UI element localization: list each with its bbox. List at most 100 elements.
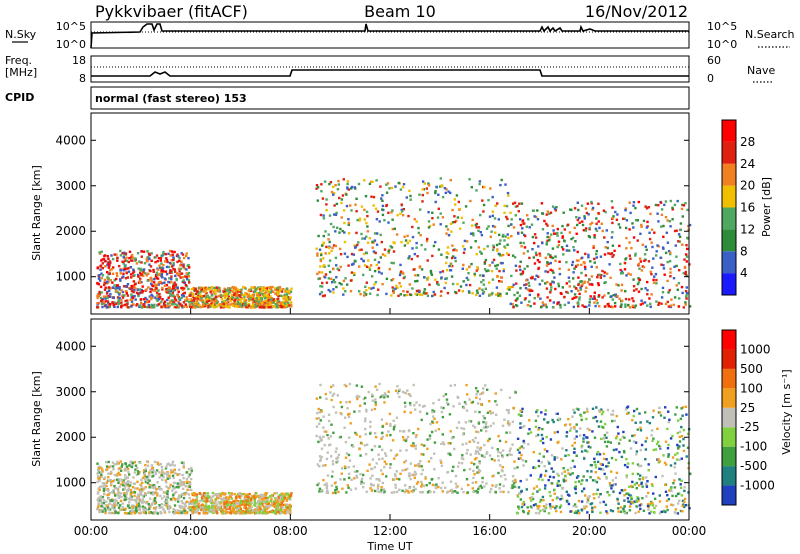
scatter-cell xyxy=(549,291,552,294)
scatter-cell xyxy=(152,507,156,510)
scatter-cell xyxy=(483,262,486,265)
scatter-cell xyxy=(172,283,175,286)
scatter-cell xyxy=(431,211,434,214)
scatter-cell xyxy=(607,305,610,308)
scatter-cell xyxy=(101,496,104,499)
scatter-cell xyxy=(684,301,687,304)
scatter-cell xyxy=(603,236,606,239)
scatter-cell xyxy=(401,469,404,472)
scatter-cell xyxy=(509,211,512,214)
scatter-cell xyxy=(612,253,615,257)
scatter-cell xyxy=(103,492,106,495)
scatter-cell xyxy=(106,504,109,507)
scatter-cell xyxy=(268,304,272,307)
scatter-cell xyxy=(340,405,344,409)
scatter-cell xyxy=(323,276,327,279)
scatter-cell xyxy=(486,411,490,414)
scatter-cell xyxy=(634,252,637,255)
scatter-cell xyxy=(286,493,289,496)
scatter-cell xyxy=(139,281,142,284)
scatter-cell xyxy=(141,269,144,272)
scatter-cell xyxy=(336,188,340,191)
scatter-cell xyxy=(133,274,136,277)
scatter-cell xyxy=(644,245,647,248)
scatter-cell xyxy=(395,477,399,480)
scatter-cell xyxy=(454,482,458,485)
scatter-cell xyxy=(141,490,144,493)
scatter-cell xyxy=(588,226,591,230)
scatter-cell xyxy=(145,460,149,463)
scatter-cell xyxy=(172,284,176,287)
scatter-cell xyxy=(258,300,261,303)
scatter-cell xyxy=(682,306,685,309)
scatter-cell xyxy=(486,388,489,391)
scatter-cell xyxy=(521,227,524,230)
scatter-cell xyxy=(506,233,509,236)
scatter-cell xyxy=(264,288,267,292)
scatter-cell xyxy=(166,291,169,294)
scatter-cell xyxy=(569,208,572,211)
scatter-cell xyxy=(497,450,500,454)
scatter-cell xyxy=(148,257,151,261)
scatter-cell xyxy=(107,460,110,464)
scatter-cell xyxy=(280,305,283,309)
scatter-cell xyxy=(154,508,157,511)
scatter-cell xyxy=(349,290,353,293)
scatter-cell xyxy=(263,289,266,292)
scatter-cell xyxy=(319,259,323,263)
scatter-cell xyxy=(534,236,538,239)
scatter-cell xyxy=(491,475,494,478)
scatter-cell xyxy=(536,295,540,298)
scatter-cell xyxy=(685,253,688,256)
scatter-cell xyxy=(546,281,549,284)
scatter-cell xyxy=(149,504,152,507)
scatter-cell xyxy=(98,290,101,294)
scatter-cell xyxy=(142,507,145,510)
scatter-cell xyxy=(632,226,635,229)
scatter-cell xyxy=(315,417,318,420)
scatter-cell xyxy=(348,459,352,462)
nsky-left-tick-bottom: 10^0 xyxy=(56,38,86,51)
scatter-cell xyxy=(192,302,195,305)
scatter-cell xyxy=(468,468,472,471)
scatter-cell xyxy=(151,296,154,299)
scatter-cell xyxy=(339,435,342,439)
scatter-cell xyxy=(651,245,654,249)
scatter-cell xyxy=(334,230,337,233)
scatter-cell xyxy=(553,232,556,235)
scatter-cell xyxy=(235,305,238,308)
scatter-cell xyxy=(431,254,434,258)
scatter-cell xyxy=(142,271,145,275)
scatter-cell xyxy=(451,244,454,247)
y-tick-label: 3000 xyxy=(55,179,86,193)
scatter-cell xyxy=(160,465,164,469)
scatter-cell xyxy=(359,404,362,407)
scatter-cell xyxy=(480,454,484,457)
scatter-cell xyxy=(659,510,662,514)
scatter-cell xyxy=(577,289,580,292)
scatter-cell xyxy=(131,296,135,299)
scatter-cell xyxy=(126,467,130,471)
scatter-cell xyxy=(612,293,615,297)
scatter-cell xyxy=(261,495,264,499)
scatter-cell xyxy=(373,432,377,435)
scatter-cell xyxy=(115,253,118,256)
scatter-cell xyxy=(431,420,434,423)
scatter-cell xyxy=(211,491,215,495)
scatter-cell xyxy=(149,469,152,472)
scatter-cell xyxy=(334,184,337,187)
scatter-cell xyxy=(666,279,669,283)
scatter-cell xyxy=(223,293,226,296)
scatter-cell xyxy=(185,272,188,275)
scatter-cell xyxy=(265,294,268,297)
scatter-cell xyxy=(98,279,102,282)
scatter-cell xyxy=(165,258,169,262)
scatter-cell xyxy=(250,501,253,504)
scatter-cell xyxy=(206,304,209,307)
scatter-cell xyxy=(188,501,191,504)
scatter-cell xyxy=(685,291,689,295)
scatter-cell xyxy=(134,509,138,512)
scatter-cell xyxy=(483,443,486,447)
scatter-cell xyxy=(162,264,165,267)
scatter-cell xyxy=(143,478,147,481)
